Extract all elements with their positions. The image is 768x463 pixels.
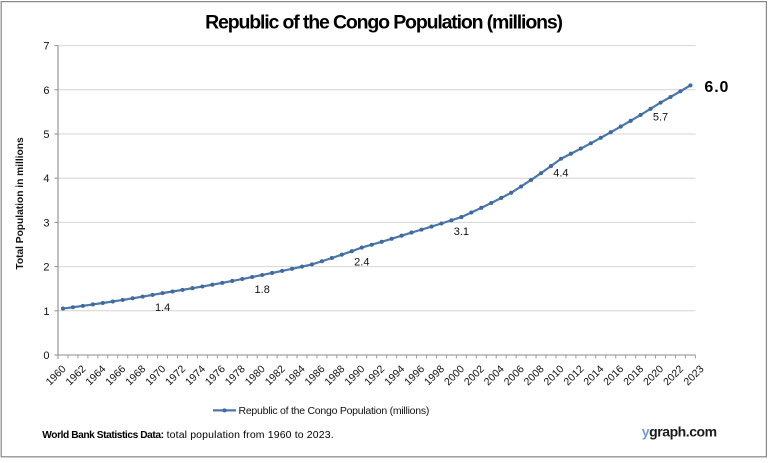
svg-text:4: 4	[43, 173, 49, 185]
svg-text:Total Population in millions: Total Population in millions	[15, 137, 26, 270]
svg-text:0: 0	[43, 350, 49, 362]
svg-text:4.4: 4.4	[553, 168, 568, 180]
svg-text:3: 3	[43, 217, 49, 229]
svg-text:ygraph.com: ygraph.com	[642, 424, 717, 440]
svg-text:1.4: 1.4	[155, 302, 170, 314]
svg-text:7: 7	[43, 41, 49, 53]
svg-text:5: 5	[43, 129, 49, 141]
svg-text:World Bank Statistics Data: to: World Bank Statistics Data: total popula…	[42, 429, 334, 441]
svg-text:3.1: 3.1	[454, 226, 469, 238]
svg-text:1: 1	[43, 306, 49, 318]
svg-text:1.8: 1.8	[255, 284, 270, 296]
svg-text:2.4: 2.4	[354, 256, 369, 268]
svg-text:2: 2	[43, 262, 49, 274]
svg-text:5.7: 5.7	[653, 111, 668, 123]
svg-text:6.0: 6.0	[704, 79, 729, 96]
svg-text:Republic of the Congo Populati: Republic of the Congo Population (millio…	[205, 12, 562, 34]
svg-text:Republic of the Congo Populati: Republic of the Congo Population (millio…	[239, 405, 430, 417]
svg-text:6: 6	[43, 85, 49, 97]
